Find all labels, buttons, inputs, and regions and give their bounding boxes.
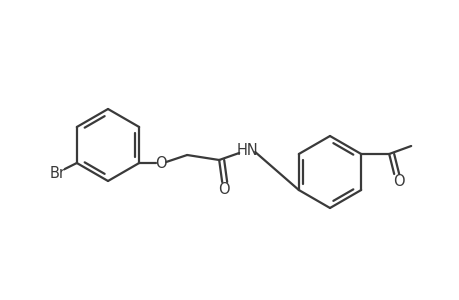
Text: HN: HN (236, 142, 257, 158)
Text: Br: Br (50, 167, 66, 182)
Text: O: O (155, 155, 167, 170)
Text: O: O (218, 182, 230, 196)
Text: O: O (392, 173, 404, 188)
